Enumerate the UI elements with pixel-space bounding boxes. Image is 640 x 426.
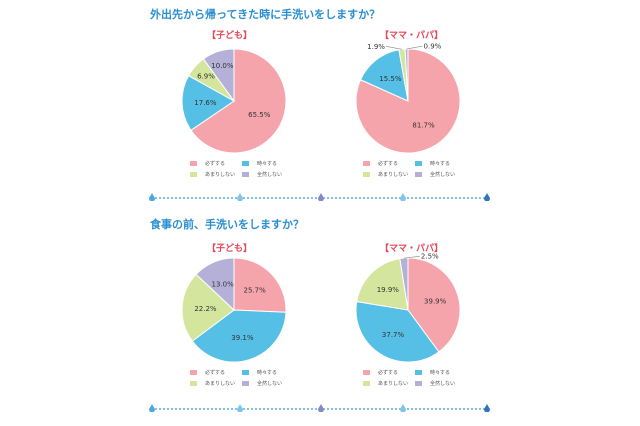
pie-chart-children-meal: 25.7% 39.1% 22.2% 13.0% <box>181 257 287 363</box>
legend-item-never: 全然しない <box>415 380 455 387</box>
legend-swatch-rarely <box>363 172 370 177</box>
legend-swatch-never <box>242 381 249 386</box>
water-drop-icon <box>237 193 243 201</box>
legend-item-never: 全然しない <box>242 380 282 387</box>
water-drop-icon <box>484 404 490 412</box>
legend-swatch-rarely <box>190 381 197 386</box>
legend-item-never: 全然しない <box>242 171 282 178</box>
legend-swatch-sometimes <box>242 161 249 166</box>
slice-label-sometimes: 39.1% <box>231 334 254 342</box>
water-drop-icon <box>149 404 155 412</box>
legend-item-rarely: あまりしない <box>363 171 408 178</box>
legend-swatch-sometimes <box>242 370 249 375</box>
legend-swatch-sometimes <box>415 370 422 375</box>
chart-2-subtitle: 【ママ・パパ】 <box>380 28 443 41</box>
legend-item-sometimes: 時々する <box>242 160 277 167</box>
slice-label-rarely: 1.9% <box>367 43 385 51</box>
pie-slice-always <box>234 258 286 312</box>
legend-swatch-always <box>363 370 370 375</box>
legend: 必ずする 時々する あまりしない 全然しない <box>363 160 583 188</box>
chart-3-subtitle: 【子ども】 <box>207 241 252 254</box>
legend-swatch-always <box>363 161 370 166</box>
legend-swatch-always <box>190 370 197 375</box>
slice-label-rarely: 19.9% <box>377 286 400 294</box>
legend-item-always: 必ずする <box>363 369 398 376</box>
legend-item-always: 必ずする <box>363 160 398 167</box>
legend: 必ずする 時々する あまりしない 全然しない <box>363 369 583 397</box>
question-1-title: 外出先から帰ってきた時に手洗いをしますか？ <box>150 6 380 22</box>
pie-slice-rarely <box>357 259 408 310</box>
legend-swatch-rarely <box>363 381 370 386</box>
slice-label-sometimes: 15.5% <box>379 75 402 83</box>
legend-item-rarely: あまりしない <box>190 171 235 178</box>
legend-swatch-never <box>415 172 422 177</box>
water-drop-icon <box>484 193 490 201</box>
slice-label-never: 0.9% <box>424 43 442 51</box>
water-drop-icon <box>149 193 155 201</box>
slice-label-sometimes: 37.7% <box>382 331 405 339</box>
slice-label-sometimes: 17.6% <box>194 99 217 107</box>
water-drop-icon <box>318 404 324 412</box>
legend-swatch-never <box>242 172 249 177</box>
leader-line <box>407 46 423 49</box>
legend-item-sometimes: 時々する <box>415 160 450 167</box>
slice-label-always: 25.7% <box>244 287 267 295</box>
slice-label-rarely: 6.9% <box>197 73 215 81</box>
chart-1-subtitle: 【子ども】 <box>207 28 252 41</box>
pie-chart-children-outing: 65.5% 17.6% 6.9% 10.0% <box>181 48 287 154</box>
water-drop-icon <box>237 404 243 412</box>
question-2-title: 食事の前、手洗いをしますか？ <box>150 216 304 232</box>
legend-item-never: 全然しない <box>415 171 455 178</box>
leader-line <box>386 46 402 49</box>
water-drop-icon <box>318 193 324 201</box>
legend-swatch-always <box>190 161 197 166</box>
water-drop-icon <box>400 404 406 412</box>
pie-chart-parents-outing: 81.7%15.5%1.9% 0.9% <box>355 48 461 154</box>
legend-item-always: 必ずする <box>190 369 225 376</box>
legend-swatch-sometimes <box>415 161 422 166</box>
slice-label-always: 81.7% <box>412 122 435 130</box>
legend-item-rarely: あまりしない <box>363 380 408 387</box>
legend-swatch-never <box>415 381 422 386</box>
water-drop-icon <box>400 193 406 201</box>
slice-label-rarely: 22.2% <box>194 305 217 313</box>
legend-swatch-rarely <box>190 172 197 177</box>
pie-chart-parents-meal: 39.9%37.7%19.9%2.5% <box>355 257 461 363</box>
slice-label-never: 2.5% <box>421 253 439 261</box>
legend-item-sometimes: 時々する <box>242 369 277 376</box>
slice-label-always: 65.5% <box>248 111 271 119</box>
slice-label-never: 13.0% <box>212 280 235 288</box>
slice-label-never: 10.0% <box>211 62 234 70</box>
slice-label-always: 39.9% <box>424 298 447 306</box>
legend-item-rarely: あまりしない <box>190 380 235 387</box>
legend-item-sometimes: 時々する <box>415 369 450 376</box>
legend-item-always: 必ずする <box>190 160 225 167</box>
